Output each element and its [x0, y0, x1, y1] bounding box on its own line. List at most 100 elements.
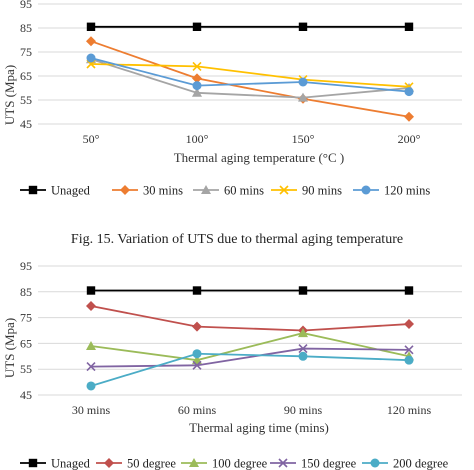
chart2-series-unaged-point [298, 286, 308, 295]
chart1-series-120-mins-point [404, 87, 414, 97]
chart1-x-tick-label: 200° [398, 132, 421, 146]
chart2-series-100-degree-point [86, 340, 96, 350]
chart1-x-tick-label: 100° [186, 132, 209, 146]
chart2-x-tick-label: 90 mins [284, 403, 323, 417]
chart1-series-90-mins-line [90, 63, 410, 88]
chart2-legend-50-degree-label: 50 degree [127, 457, 176, 470]
chart1-legend-30-mins-marker [120, 185, 130, 195]
chart1-series-unaged-point [298, 22, 308, 31]
chart1-series-120-mins-line [90, 57, 410, 93]
chart1-series-60-mins-point [192, 87, 202, 97]
chart2-legend-200-degree: 200 degree [362, 457, 449, 470]
chart1-series-30-mins-point [192, 73, 202, 84]
chart2-series-200-degree [86, 349, 414, 391]
chart2-series-50-degree-point [192, 321, 202, 332]
chart2-series-150-degree-line [90, 347, 410, 368]
chart1-legend-unaged-label: Unaged [51, 184, 91, 198]
chart1-y-axis-label: UTS (Mpa) [2, 65, 17, 125]
chart2-series-unaged-point [404, 286, 414, 295]
chart2-series-150-degree-point [86, 362, 96, 372]
chart-uts-vs-temperature: 45 55 65 75 85 95 50° 100° 150° 200° UTS (Mpa) T… [2, 0, 462, 198]
chart2-y-tick-label: 45 [20, 388, 32, 402]
chart2-series-unaged [86, 286, 414, 295]
chart2-series-unaged-point [192, 286, 202, 295]
chart2-y-tick-label: 95 [20, 259, 32, 273]
chart1-legend-120-mins-marker [361, 185, 371, 195]
chart1-legend-unaged-marker [28, 185, 38, 195]
chart1-series-60-mins [86, 54, 414, 102]
chart2-series-50-degree [86, 300, 414, 336]
chart1-series-30-mins-line [90, 40, 410, 118]
chart1-series-120-mins-point [86, 53, 96, 63]
chart1-series-120-mins-point [192, 81, 202, 91]
chart1-y-tick-label: 85 [20, 21, 32, 35]
chart1-series-60-mins-point [298, 92, 308, 102]
chart1-legend-60-mins-label: 60 mins [224, 184, 264, 198]
chart1-legend-120-mins: 120 mins [353, 184, 430, 198]
chart1-y-tick-label: 95 [20, 0, 32, 11]
chart2-y-tick-label: 75 [20, 311, 32, 325]
chart2-series-50-degree-point [86, 300, 96, 311]
chart2-legend-150-degree: 150 degree [270, 457, 357, 470]
chart2-y-tick-label: 85 [20, 285, 32, 299]
chart1-series-90-mins-point [192, 61, 202, 71]
chart2-legend-unaged-marker [28, 458, 38, 468]
chart1-legend-30-mins-label: 30 mins [143, 184, 183, 198]
chart2-series-150-degree-point [298, 343, 308, 354]
chart2-legend-200-degree-label: 200 degree [393, 457, 449, 470]
chart1-series-unaged-point [192, 22, 202, 31]
chart2-series-150-degree-point [404, 345, 414, 355]
chart1-series-120-mins-point [298, 77, 308, 87]
chart1-series-30-mins-point [404, 111, 414, 122]
chart2-x-tick-label: 60 mins [178, 403, 217, 417]
chart1-y-tick-label: 45 [20, 117, 32, 131]
chart1-series-30-mins-point [86, 36, 96, 47]
chart1-legend-60-mins: 60 mins [193, 184, 264, 198]
chart2-legend-100-degree-marker [189, 458, 199, 467]
chart2-series-200-degree-point [86, 381, 96, 391]
chart1-legend-120-mins-label: 120 mins [384, 184, 430, 198]
chart2-series-100-degree-line [90, 332, 410, 362]
chart1-y-tick-label: 65 [20, 69, 32, 83]
figure-caption: Fig. 15. Variation of UTS due to thermal… [71, 232, 403, 247]
chart-uts-vs-aging-time: 45 55 65 75 85 95 30 mins 60 mins 90 mins 120 mi… [2, 259, 462, 470]
chart1-y-tick-label: 75 [20, 45, 32, 59]
chart1-legend-60-mins-marker [201, 185, 211, 194]
chart2-legend-100-degree: 100 degree [181, 457, 268, 470]
chart1-x-tick-label: 50° [83, 132, 100, 146]
chart1-x-tick-label: 150° [292, 132, 315, 146]
chart2-series-200-degree-point [192, 349, 202, 359]
chart2-series-50-degree-line [90, 305, 410, 332]
chart2-y-tick-label: 55 [20, 362, 32, 376]
chart1-series-120-mins [86, 53, 414, 97]
chart2-y-axis-label: UTS (Mpa) [2, 318, 17, 378]
chart2-legend-100-degree-label: 100 degree [212, 457, 268, 470]
chart2-legend-unaged-label: Unaged [51, 457, 91, 470]
chart2-series-200-degree-point [298, 351, 308, 361]
chart2-legend-50-degree: 50 degree [96, 457, 176, 470]
chart2-x-tick-label: 120 mins [387, 403, 432, 417]
chart2-y-tick-label: 65 [20, 336, 32, 350]
chart1-legend-90-mins-label: 90 mins [302, 184, 342, 198]
chart2-legend-50-degree-marker [104, 458, 114, 468]
chart1-series-60-mins-line [90, 58, 410, 99]
chart2-legend-150-degree-marker [278, 458, 288, 468]
chart2-legend-200-degree-marker [370, 458, 380, 468]
chart1-legend-30-mins: 30 mins [112, 184, 183, 198]
chart1-series-30-mins [86, 36, 414, 122]
chart2-legend-150-degree-label: 150 degree [301, 457, 357, 470]
chart1-x-axis-label: Thermal aging temperature (°C ) [174, 150, 345, 165]
chart2-series-150-degree-point [192, 360, 202, 370]
chart2-series-150-degree [86, 343, 414, 372]
chart1-series-90-mins [86, 59, 414, 92]
chart2-series-200-degree-point [404, 355, 414, 365]
chart2-legend-unaged: Unaged [20, 457, 91, 470]
chart2-x-axis-label: Thermal aging time (mins) [189, 420, 329, 435]
chart1-legend-90-mins-marker [279, 185, 289, 195]
chart2-series-200-degree-line [90, 352, 410, 387]
chart2-x-tick-label: 30 mins [72, 403, 111, 417]
chart1-series-unaged [86, 22, 414, 31]
chart1-series-unaged-point [86, 22, 96, 31]
chart1-legend-90-mins: 90 mins [271, 184, 342, 198]
chart1-series-unaged-point [404, 22, 414, 31]
